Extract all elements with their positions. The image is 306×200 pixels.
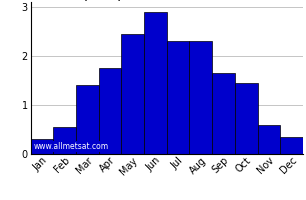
Bar [189, 41, 212, 154]
Text: www.allmetsat.com: www.allmetsat.com [33, 142, 108, 151]
Bar [212, 73, 235, 154]
Bar [31, 139, 53, 154]
Bar [258, 125, 280, 154]
Bar [53, 127, 76, 154]
Bar [76, 85, 99, 154]
Bar [235, 83, 258, 154]
Bar [121, 34, 144, 154]
Text: Huron : precipitation (inch): Huron : precipitation (inch) [31, 0, 211, 1]
Bar [280, 137, 303, 154]
Bar [167, 41, 189, 154]
Bar [99, 68, 121, 154]
Bar [144, 12, 167, 154]
